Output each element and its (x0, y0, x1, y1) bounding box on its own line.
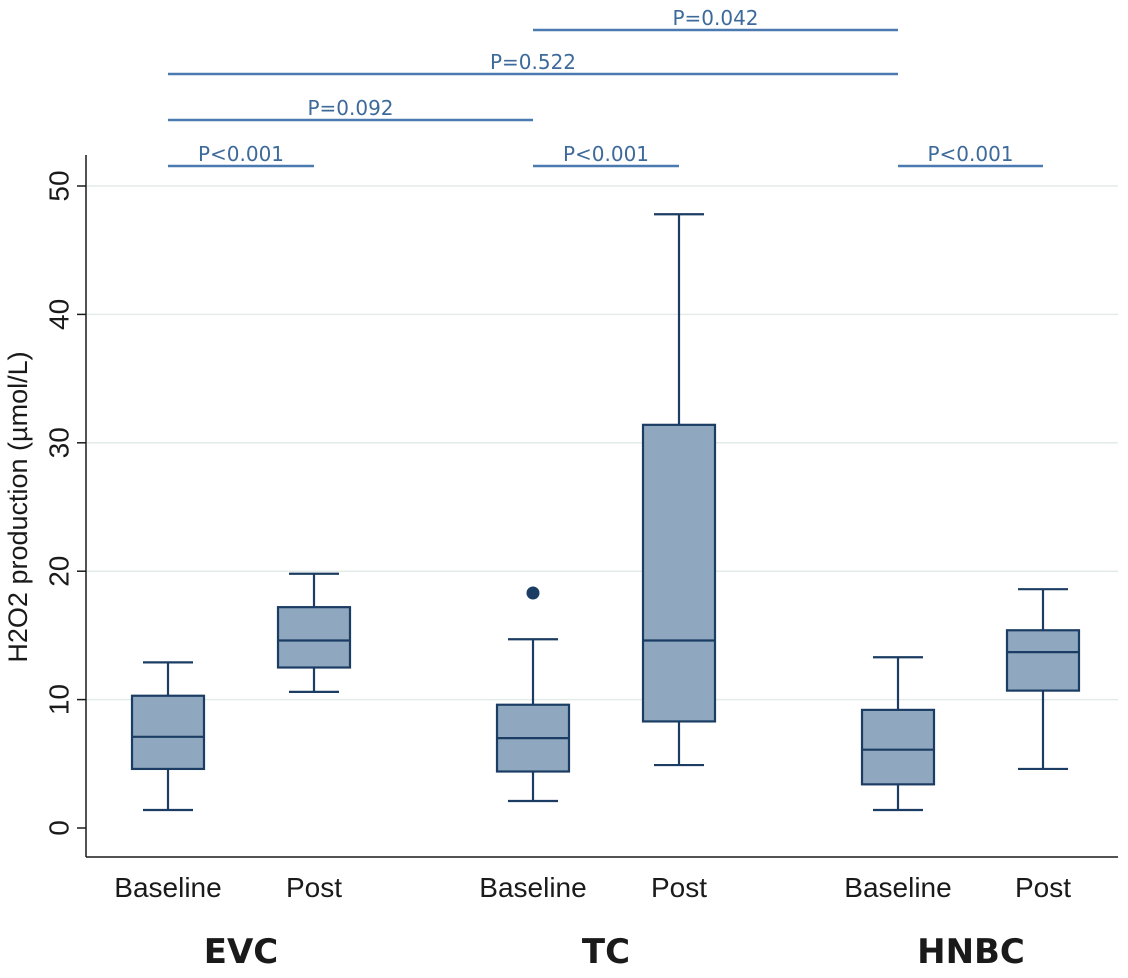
box-iqr (641, 423, 717, 723)
boxes (130, 213, 1081, 812)
box-evc-post (276, 572, 352, 693)
x-category-label: Baseline (114, 872, 221, 903)
p-value-label: P<0.001 (198, 142, 284, 166)
group-label-hnbc: HNBC (917, 932, 1025, 972)
y-tick-label: 20 (43, 556, 74, 587)
box-iqr (1005, 629, 1081, 692)
p-value-label: P=0.522 (490, 50, 576, 74)
x-category-label: Post (1015, 872, 1071, 903)
box-evc-baseline (130, 661, 206, 812)
box-tc-post (641, 213, 717, 767)
y-tick-label: 10 (43, 684, 74, 715)
group-label-evc: EVC (204, 932, 279, 972)
y-tick-label: 0 (43, 820, 74, 836)
box-hnbc-baseline (860, 656, 936, 812)
box-iqr (130, 694, 206, 771)
grid-lines (87, 185, 1118, 701)
p-value-label: P<0.001 (927, 142, 1013, 166)
y-tick-label: 40 (43, 299, 74, 330)
box-iqr (276, 606, 352, 669)
box-tc-baseline (495, 586, 571, 803)
p-value-label: P=0.092 (307, 96, 393, 120)
box-iqr (860, 708, 936, 786)
x-category-label: Post (286, 872, 342, 903)
p-value-label: P<0.001 (563, 142, 649, 166)
p-value-label: P=0.042 (672, 6, 758, 30)
group-label-tc: TC (582, 932, 630, 972)
y-axis-label: H2O2 production (µmol/L) (3, 351, 33, 662)
comparison-brackets (168, 28, 1043, 168)
labels: 0 10 20 30 40 50 H2O2 production (µmol/L) Basel… (3, 6, 1071, 972)
axes (77, 155, 1118, 858)
outlier-point (526, 586, 540, 600)
box-hnbc-post (1005, 588, 1081, 771)
x-category-label: Post (651, 872, 707, 903)
x-category-label: Baseline (479, 872, 586, 903)
y-tick-label: 30 (43, 427, 74, 458)
y-tick-label: 50 (43, 170, 74, 201)
x-category-label: Baseline (844, 872, 951, 903)
